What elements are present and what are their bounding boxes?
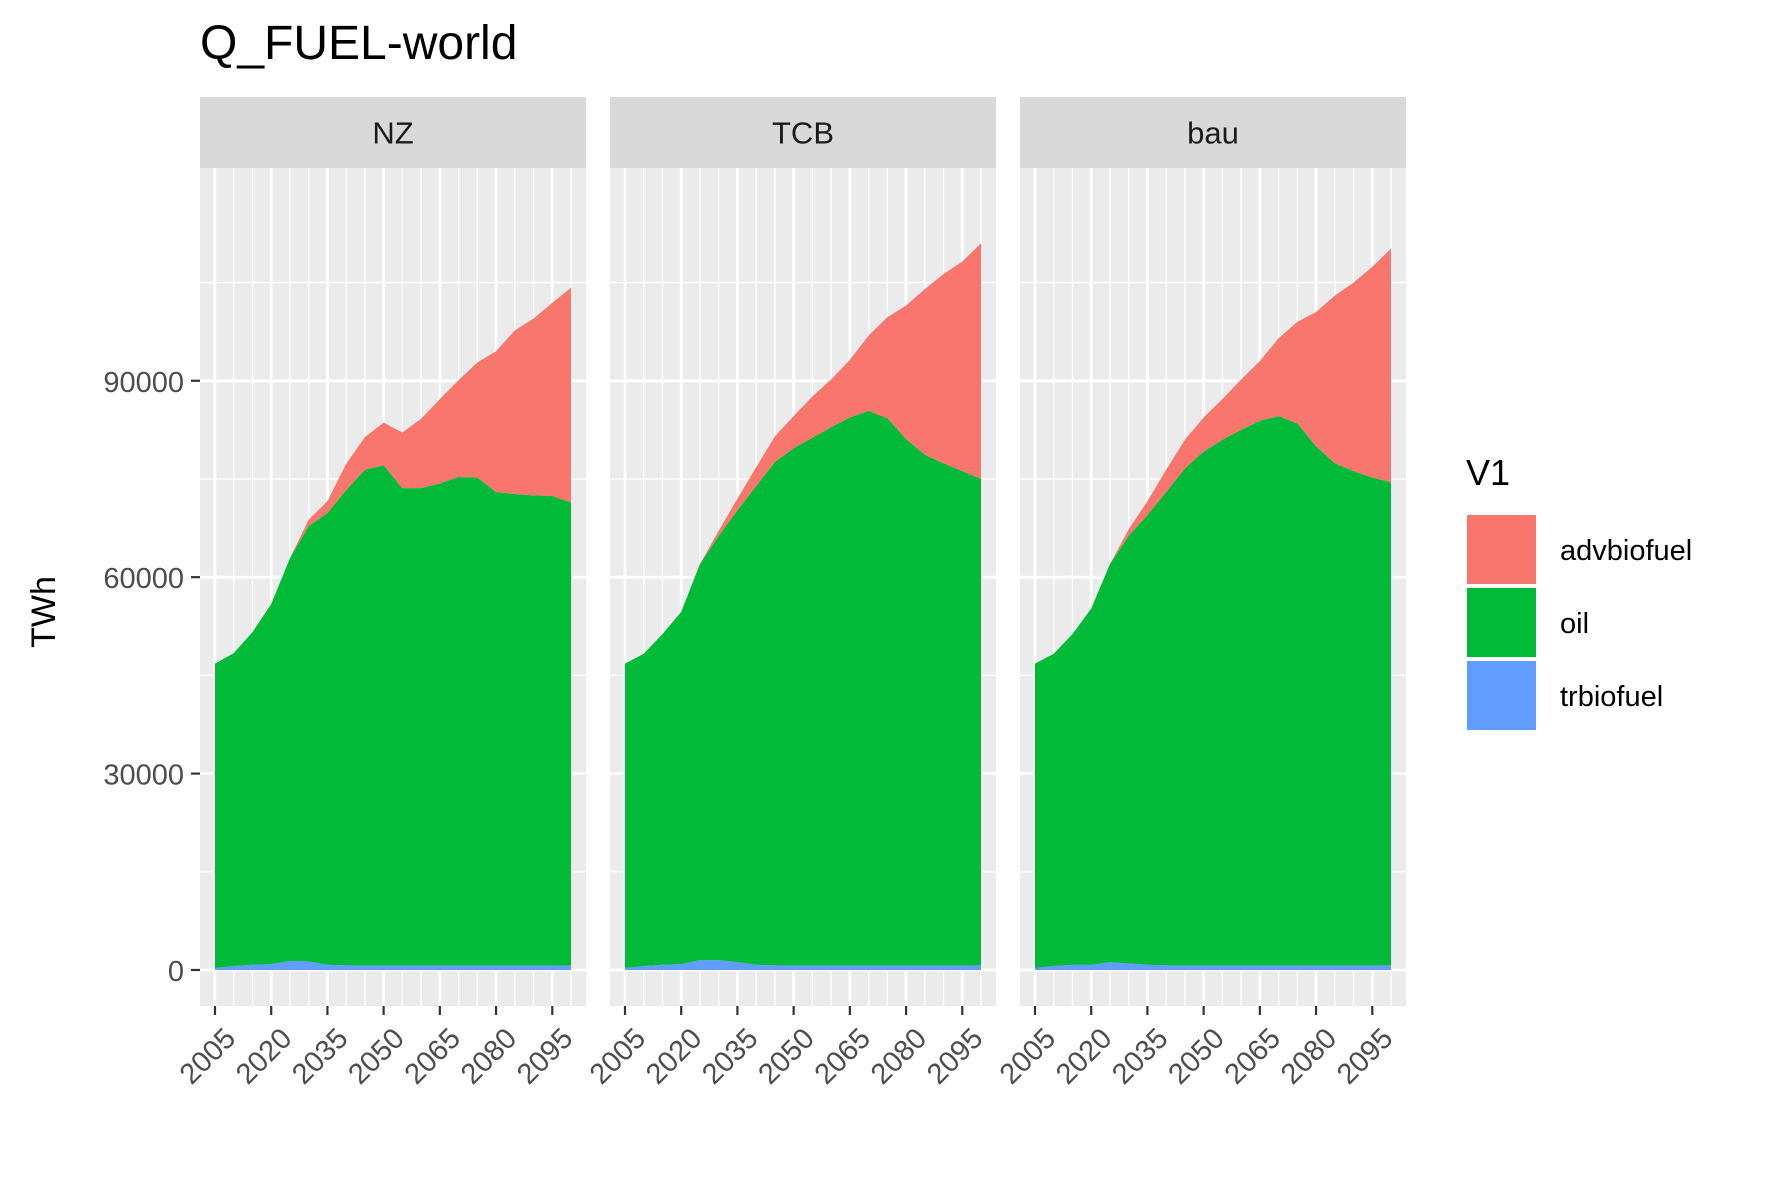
chart-title: Q_FUEL-world	[200, 17, 517, 70]
facet-strip-label: bau	[1187, 116, 1239, 151]
area-oil	[1034, 416, 1392, 969]
area-trbiofuel	[1034, 962, 1392, 970]
area-trbiofuel	[214, 960, 572, 970]
x-tick-label: 2005	[994, 1022, 1062, 1090]
x-tick-label: 2050	[1162, 1022, 1230, 1090]
y-tick-label: 90000	[103, 367, 184, 399]
area-advbiofuel	[214, 287, 572, 664]
x-tick-label: 2080	[455, 1022, 523, 1090]
x-tick-label: 2095	[1331, 1022, 1399, 1090]
x-tick-label: 2095	[511, 1022, 579, 1090]
legend-key-trbiofuel	[1465, 659, 1538, 732]
legend-key-oil	[1465, 586, 1538, 659]
area-advbiofuel	[1034, 248, 1392, 664]
legend-key-advbiofuel	[1465, 513, 1538, 586]
x-tick-label: 2020	[230, 1022, 298, 1090]
x-tick-label: 2050	[752, 1022, 820, 1090]
x-tick-label: 2035	[286, 1022, 354, 1090]
facet-strip	[610, 97, 996, 168]
x-tick-label: 2065	[399, 1022, 467, 1090]
y-axis: 0 30000 60000 90000	[103, 367, 200, 988]
facet-strip-label: NZ	[372, 116, 413, 151]
x-tick-label: 2020	[640, 1022, 708, 1090]
x-tick-label: 2005	[174, 1022, 242, 1090]
y-tick-label: 0	[168, 956, 184, 988]
legend-label-advbiofuel: advbiofuel	[1560, 535, 1692, 567]
facet-strip	[200, 97, 586, 168]
x-tick-label: 2005	[584, 1022, 652, 1090]
area-oil	[624, 410, 982, 969]
facet-panels: NZ2005202020352050206520802095TCB2005202…	[174, 97, 1406, 1091]
legend: V1 advbiofuel oil trbiofuel	[1465, 452, 1692, 732]
area-oil	[214, 465, 572, 969]
x-tick-label: 2035	[696, 1022, 764, 1090]
legend-title: V1	[1466, 452, 1510, 493]
facet-strip	[1020, 97, 1406, 168]
x-tick-label: 2065	[809, 1022, 877, 1090]
y-tick-label: 60000	[103, 563, 184, 595]
area-trbiofuel	[624, 960, 982, 970]
facet-strip-label: TCB	[772, 116, 834, 151]
x-tick-label: 2065	[1219, 1022, 1287, 1090]
legend-label-trbiofuel: trbiofuel	[1560, 681, 1663, 713]
x-tick-label: 2020	[1050, 1022, 1118, 1090]
x-tick-label: 2080	[1275, 1022, 1343, 1090]
x-tick-label: 2050	[342, 1022, 410, 1090]
y-axis-label: TWh	[25, 576, 63, 648]
x-tick-label: 2080	[865, 1022, 933, 1090]
legend-label-oil: oil	[1560, 608, 1589, 640]
y-tick-label: 30000	[103, 760, 184, 792]
x-tick-label: 2095	[921, 1022, 989, 1090]
area-advbiofuel	[624, 243, 982, 664]
x-tick-label: 2035	[1106, 1022, 1174, 1090]
